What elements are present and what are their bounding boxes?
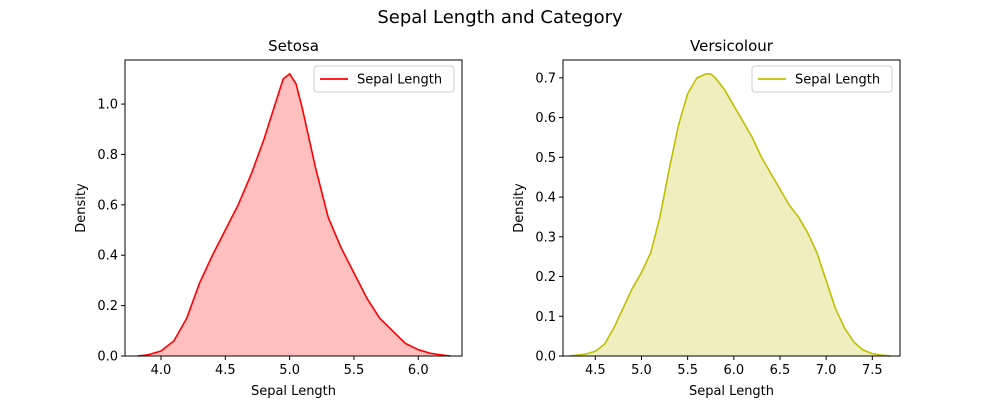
x-axis-label: Sepal Length	[251, 384, 336, 399]
x-tick-label: 5.0	[279, 363, 300, 378]
figure-title: Sepal Length and Category	[377, 7, 623, 28]
y-axis-label: Density	[74, 183, 89, 233]
y-axis-label: Density	[512, 183, 527, 233]
panel-setosa: 4.0 4.5 5.0 5.5 6.0 0.0 0.2 0.4 0.6 0.8 1.0 Setosa S…	[74, 37, 463, 399]
density-fill	[569, 73, 891, 356]
x-tick-label: 4.5	[585, 363, 606, 378]
density-line	[137, 73, 451, 357]
y-tick-label: 0.7	[535, 71, 556, 86]
y-tick-label: 0.8	[97, 148, 118, 163]
y-tick-label: 0.3	[535, 230, 556, 245]
legend: Sepal Length	[313, 65, 455, 93]
legend-box	[751, 65, 893, 93]
y-tick-label: 0.0	[535, 350, 556, 365]
x-tick-label: 6.0	[723, 363, 744, 378]
panel-versicolour: 4.5 5.0 5.5 6.0 6.5 7.0 7.5 0.0 0.1 0.2 0.3 0.4 0.5 0…	[512, 37, 901, 399]
y-tick-label: 0.4	[97, 249, 118, 264]
density-line	[569, 73, 891, 357]
axes-frame	[562, 59, 901, 357]
y-tick-label: 0.1	[535, 310, 556, 325]
x-axis-label: Sepal Length	[689, 384, 774, 399]
y-tick-label: 0.2	[535, 270, 556, 285]
y-tick-label: 0.6	[535, 111, 556, 126]
x-tick-label: 5.5	[344, 363, 365, 378]
axes-frame	[124, 59, 463, 357]
panel-title: Versicolour	[690, 37, 774, 55]
x-tick-label: 4.5	[215, 363, 236, 378]
x-tick-label: 6.0	[408, 363, 429, 378]
legend-label: Sepal Length	[357, 73, 442, 88]
y-tick-label: 0.0	[97, 350, 118, 365]
y-tick-label: 0.5	[535, 151, 556, 166]
panel-title: Setosa	[268, 37, 319, 55]
x-tick-label: 6.5	[770, 363, 791, 378]
x-tick-label: 7.5	[862, 363, 883, 378]
legend-box	[313, 65, 455, 93]
y-tick-label: 0.2	[97, 299, 118, 314]
x-tick-label: 4.0	[151, 363, 172, 378]
y-tick-label: 0.6	[97, 198, 118, 213]
density-fill	[137, 73, 451, 357]
y-tick-label: 0.4	[535, 191, 556, 206]
y-tick-label: 1.0	[97, 98, 118, 113]
x-tick-label: 7.0	[816, 363, 837, 378]
x-tick-label: 5.5	[677, 363, 698, 378]
x-tick-label: 5.0	[631, 363, 652, 378]
legend: Sepal Length	[751, 65, 893, 93]
legend-label: Sepal Length	[795, 73, 880, 88]
